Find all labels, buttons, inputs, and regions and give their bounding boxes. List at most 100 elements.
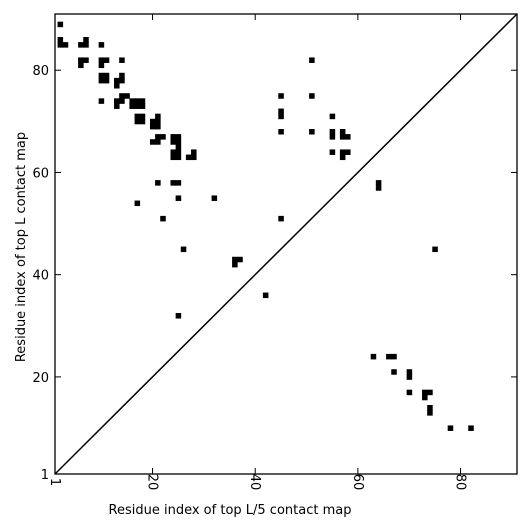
contact-point-upper: [191, 154, 197, 161]
contact-point-upper: [57, 21, 64, 28]
y-axis-label: Residue index of top L contact map: [14, 132, 29, 362]
contact-point-upper: [114, 83, 120, 89]
contact-point-upper: [98, 72, 105, 79]
contact-point-upper: [139, 118, 146, 125]
contact-point-upper: [98, 98, 105, 104]
axis-ticks: 1 20 40 60 80 1 20 40 60 80: [32, 14, 517, 490]
contact-point-lower: [391, 353, 397, 360]
contact-point-upper: [175, 154, 182, 161]
contact-point-upper: [175, 139, 182, 145]
contact-point-upper: [124, 93, 130, 99]
contact-point-upper: [119, 98, 125, 104]
contact-point-upper: [129, 103, 135, 109]
contact-point-upper: [175, 134, 182, 140]
contact-point-upper: [139, 113, 146, 120]
contact-point-upper: [329, 149, 336, 155]
contact-point-upper: [103, 72, 110, 79]
contact-point-upper: [339, 149, 346, 155]
contact-point-upper: [160, 134, 166, 140]
contact-point-upper: [119, 93, 125, 99]
contact-point-upper: [375, 180, 382, 186]
contact-point-upper: [160, 215, 166, 222]
contact-point-lower: [370, 353, 377, 360]
y-tick-label: 20: [32, 371, 49, 386]
contact-point-upper: [211, 195, 218, 201]
contact-point-lower: [427, 405, 433, 411]
contact-point-upper: [57, 37, 64, 43]
contact-point-upper: [262, 292, 269, 299]
x-tick-label: 20: [145, 474, 160, 491]
contact-point-upper: [170, 134, 177, 140]
contact-point-upper: [103, 57, 110, 63]
contact-point-upper: [375, 185, 382, 191]
contact-point-upper: [278, 108, 284, 115]
contact-point-upper: [175, 195, 182, 201]
contact-point-upper: [129, 98, 135, 104]
contact-point-upper: [119, 57, 125, 63]
x-tick-label: 80: [453, 474, 468, 491]
contact-point-upper: [175, 313, 182, 319]
contact-point-upper: [149, 123, 156, 130]
contact-point-upper: [98, 57, 105, 63]
contact-point-upper: [98, 42, 105, 48]
contact-point-lower: [406, 369, 413, 375]
contact-point-upper: [278, 215, 284, 222]
y-tick-label: 60: [32, 166, 49, 181]
contact-point-upper: [78, 62, 84, 69]
contact-point-upper: [170, 154, 177, 161]
contact-point-upper: [432, 246, 438, 253]
x-tick-label: 1: [47, 478, 62, 486]
contact-marks: [57, 21, 474, 431]
contact-point-lower: [468, 425, 474, 431]
contact-point-upper: [155, 113, 161, 120]
contact-point-upper: [170, 139, 177, 145]
contact-point-lower: [427, 389, 433, 396]
contact-point-lower: [406, 374, 413, 380]
contact-point-upper: [98, 77, 105, 84]
contact-point-upper: [309, 57, 315, 63]
contact-point-lower: [422, 389, 428, 396]
contact-point-upper: [134, 118, 141, 125]
contact-point-upper: [119, 77, 125, 84]
contact-point-upper: [134, 103, 141, 109]
contact-point-upper: [309, 93, 315, 99]
contact-point-upper: [155, 139, 161, 145]
contact-point-upper: [329, 129, 336, 135]
contact-point-upper: [339, 154, 346, 161]
contact-point-lower: [427, 410, 433, 416]
contact-point-upper: [345, 149, 351, 155]
contact-point-upper: [139, 98, 146, 104]
contact-point-upper: [83, 57, 89, 63]
contact-point-upper: [155, 123, 161, 130]
contact-point-upper: [155, 180, 161, 186]
contact-point-upper: [134, 113, 141, 120]
contact-point-upper: [278, 129, 284, 135]
contact-point-upper: [155, 134, 161, 140]
contact-point-upper: [134, 200, 141, 207]
contact-point-upper: [62, 42, 69, 48]
contact-point-upper: [232, 256, 238, 263]
contact-point-upper: [119, 72, 125, 79]
contact-point-upper: [232, 261, 238, 268]
contact-point-upper: [170, 180, 177, 186]
contact-point-upper: [114, 98, 120, 104]
contact-point-upper: [339, 129, 346, 135]
x-tick-label: 60: [350, 474, 365, 491]
contact-point-upper: [278, 113, 284, 120]
contact-point-upper: [78, 42, 84, 48]
contact-point-upper: [309, 129, 315, 135]
contact-point-upper: [83, 37, 89, 43]
contact-point-upper: [98, 62, 105, 69]
contact-point-upper: [180, 246, 187, 253]
contact-point-upper: [175, 180, 182, 186]
contact-point-upper: [134, 98, 141, 104]
contact-point-upper: [237, 256, 243, 263]
contact-point-upper: [329, 134, 336, 140]
contact-point-upper: [175, 144, 182, 150]
contact-point-upper: [149, 118, 156, 125]
contact-point-upper: [83, 42, 89, 48]
contact-point-upper: [149, 139, 156, 145]
diagonal-line: [54, 13, 518, 475]
contact-point-lower: [447, 425, 454, 431]
